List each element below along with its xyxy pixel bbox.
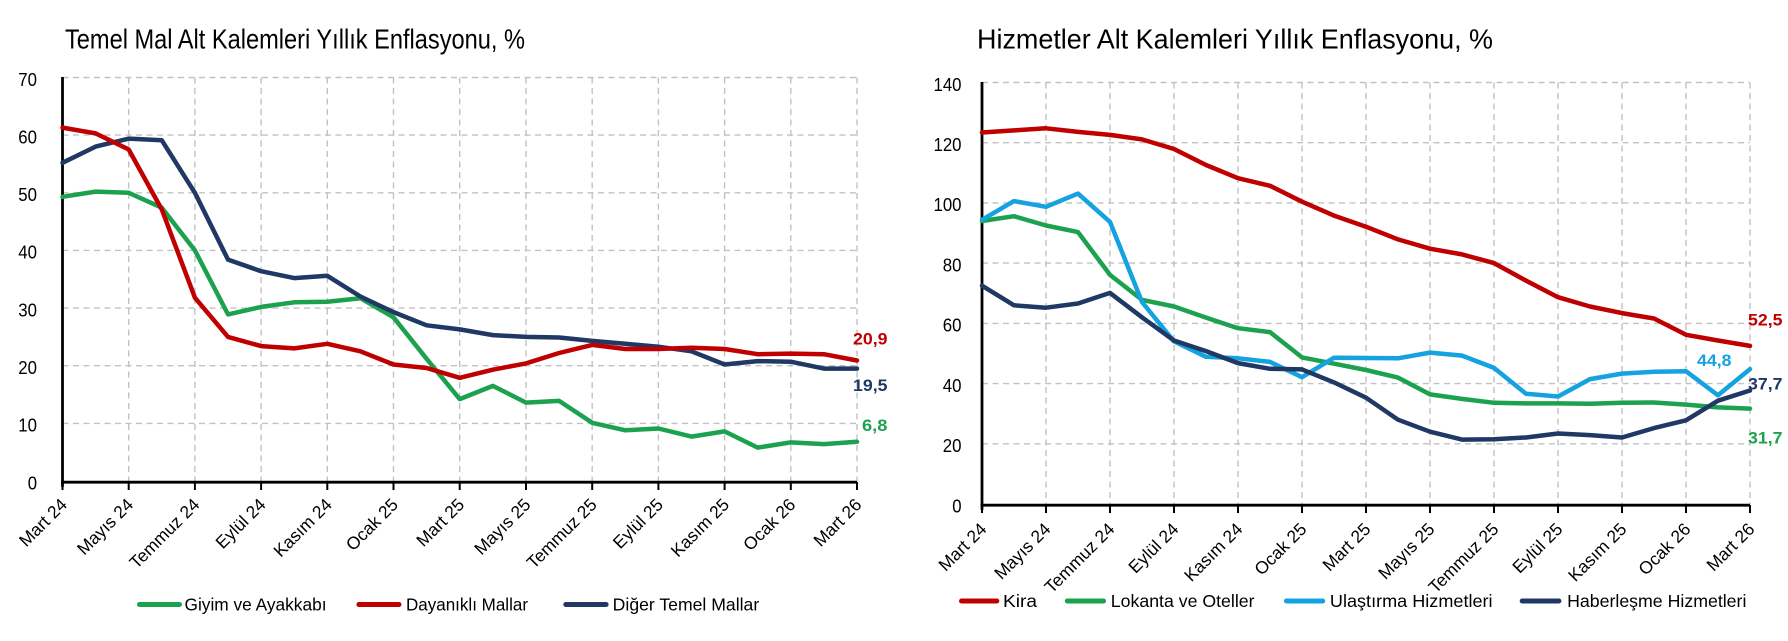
svg-text:Haberleşme Hizmetleri: Haberleşme Hizmetleri xyxy=(1567,591,1746,611)
svg-text:140: 140 xyxy=(934,75,962,95)
svg-text:20,9: 20,9 xyxy=(853,330,888,349)
svg-text:0: 0 xyxy=(952,496,961,516)
svg-text:60: 60 xyxy=(943,316,962,336)
svg-text:40: 40 xyxy=(943,376,962,396)
svg-text:20: 20 xyxy=(943,436,962,456)
svg-text:Lokanta ve Oteller: Lokanta ve Oteller xyxy=(1111,591,1255,611)
svg-text:60: 60 xyxy=(18,127,37,147)
svg-text:Ulaştırma Hizmetleri: Ulaştırma Hizmetleri xyxy=(1330,591,1493,611)
svg-text:37,7: 37,7 xyxy=(1748,375,1783,394)
svg-text:52,5: 52,5 xyxy=(1748,311,1783,330)
svg-text:20: 20 xyxy=(18,358,37,378)
svg-text:Giyim ve Ayakkabı: Giyim ve Ayakkabı xyxy=(185,595,327,615)
svg-text:31,7: 31,7 xyxy=(1748,429,1783,448)
svg-text:44,8: 44,8 xyxy=(1697,351,1732,370)
svg-text:30: 30 xyxy=(18,300,37,320)
svg-text:19,5: 19,5 xyxy=(853,376,888,395)
svg-text:0: 0 xyxy=(28,473,37,493)
svg-text:80: 80 xyxy=(943,255,962,275)
svg-text:Diğer Temel Mallar: Diğer Temel Mallar xyxy=(613,595,760,615)
svg-text:Dayanıklı Mallar: Dayanıklı Mallar xyxy=(406,595,528,615)
svg-text:50: 50 xyxy=(18,185,37,205)
svg-text:Temel Mal Alt Kalemleri Yıllık: Temel Mal Alt Kalemleri Yıllık Enflasyon… xyxy=(65,24,525,55)
svg-text:Hizmetler Alt Kalemleri Yıllık: Hizmetler Alt Kalemleri Yıllık Enflasyon… xyxy=(977,24,1493,55)
svg-text:120: 120 xyxy=(934,135,962,155)
svg-text:6,8: 6,8 xyxy=(862,416,887,435)
svg-text:10: 10 xyxy=(18,416,37,436)
svg-text:Kira: Kira xyxy=(1003,591,1037,611)
svg-text:70: 70 xyxy=(18,70,37,90)
svg-text:40: 40 xyxy=(18,243,37,263)
svg-text:100: 100 xyxy=(934,195,962,215)
